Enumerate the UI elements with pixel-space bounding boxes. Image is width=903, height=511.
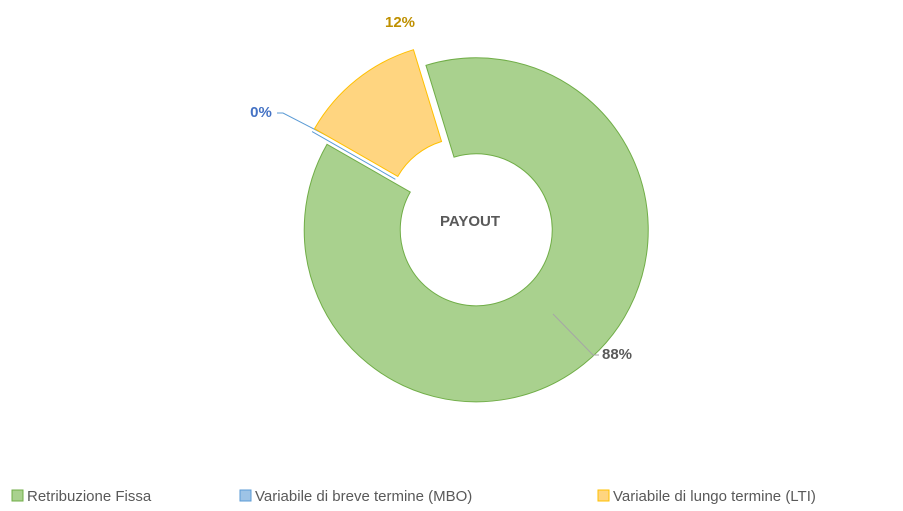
donut-slice (303, 57, 649, 403)
legend-swatch (239, 489, 252, 502)
center-label: PAYOUT (440, 213, 500, 230)
legend-label: Variabile di lungo termine (LTI) (613, 488, 816, 505)
legend-label: Retribuzione Fissa (27, 488, 152, 505)
data-label: 0% (250, 104, 272, 121)
data-label: 12% (385, 14, 415, 31)
legend-swatch (11, 489, 24, 502)
leader-line (552, 313, 599, 356)
legend-label: Variabile di breve termine (MBO) (255, 488, 472, 505)
data-label: 88% (602, 346, 632, 363)
donut-slice (313, 49, 443, 178)
donut-slice (311, 131, 396, 180)
legend-swatch (597, 489, 610, 502)
